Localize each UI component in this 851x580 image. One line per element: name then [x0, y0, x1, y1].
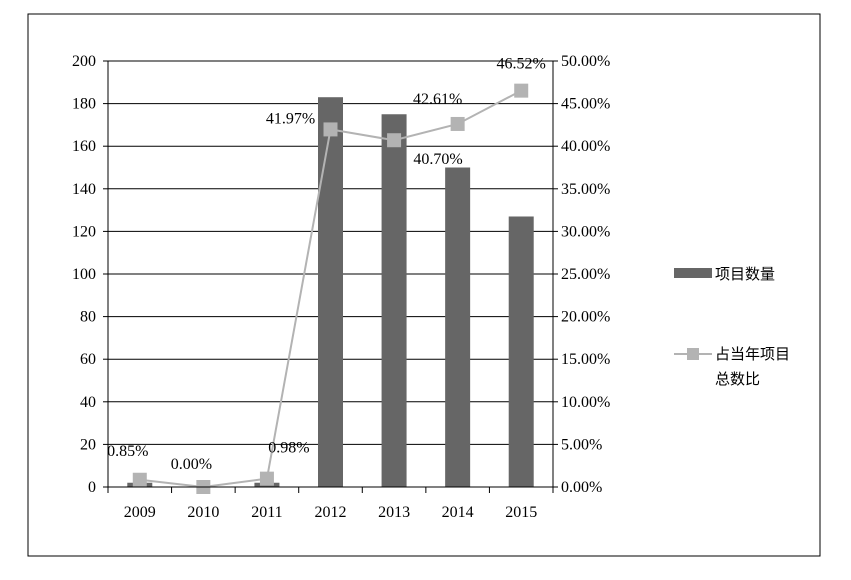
data-label-2015: 46.52%	[497, 56, 546, 73]
y2-tick-label: 0.00%	[561, 479, 602, 496]
y2-tick-label: 5.00%	[561, 436, 602, 453]
legend: 项目数量 占当年项目 总数比	[674, 265, 790, 388]
x-tick-label: 2011	[251, 504, 282, 521]
data-label-2010: 0.00%	[171, 456, 212, 473]
legend-bar-label: 项目数量	[715, 265, 775, 283]
y2-tick-label: 35.00%	[561, 181, 610, 198]
legend-bar-swatch	[674, 268, 712, 278]
line-marker-2014	[450, 116, 465, 131]
x-tick-label: 2009	[124, 504, 156, 521]
y-tick-label: 80	[80, 309, 96, 326]
y2-tick-label: 15.00%	[561, 351, 610, 368]
x-tick-label: 2015	[505, 504, 537, 521]
legend-line-marker	[687, 348, 699, 360]
bar-2012	[318, 97, 343, 488]
data-label-2011: 0.98%	[268, 440, 309, 457]
y-tick-label: 180	[72, 96, 96, 113]
y-tick-label: 160	[72, 138, 96, 155]
y2-tick-label: 10.00%	[561, 394, 610, 411]
data-label-2014: 42.61%	[413, 91, 462, 108]
y-tick-label: 100	[72, 266, 96, 283]
legend-line-label-1: 占当年项目	[715, 345, 790, 363]
line-marker-2012	[323, 122, 338, 137]
y2-tick-label: 40.00%	[561, 138, 610, 155]
y-tick-label: 200	[72, 53, 96, 70]
bar-2013	[381, 114, 407, 487]
bar-2015	[508, 216, 534, 488]
line-marker-2015	[514, 83, 529, 98]
y-tick-label: 60	[80, 351, 96, 368]
line-marker-2011	[259, 471, 274, 486]
data-label-2009: 0.85%	[107, 443, 148, 460]
data-label-2013: 40.70%	[413, 151, 462, 168]
y-tick-label: 40	[80, 394, 96, 411]
x-tick-label: 2012	[315, 504, 347, 521]
x-tick-label: 2013	[378, 504, 410, 521]
x-tick-label: 2014	[442, 504, 474, 521]
y2-tick-label: 25.00%	[561, 266, 610, 283]
line-marker-2009	[132, 472, 147, 487]
y-tick-label: 0	[88, 479, 96, 496]
x-tick-label: 2010	[187, 504, 219, 521]
y-tick-label: 120	[72, 223, 96, 240]
y2-tick-label: 30.00%	[561, 223, 610, 240]
data-label-2012: 41.97%	[266, 110, 315, 127]
legend-line-label-2: 总数比	[715, 370, 760, 388]
bar-2014	[445, 167, 471, 487]
y2-tick-label: 50.00%	[561, 53, 610, 70]
line-marker-2013	[387, 133, 402, 148]
y2-tick-label: 45.00%	[561, 96, 610, 113]
y2-tick-label: 20.00%	[561, 309, 610, 326]
chart-border	[27, 13, 821, 557]
y-tick-label: 140	[72, 181, 96, 198]
y-tick-label: 20	[80, 436, 96, 453]
